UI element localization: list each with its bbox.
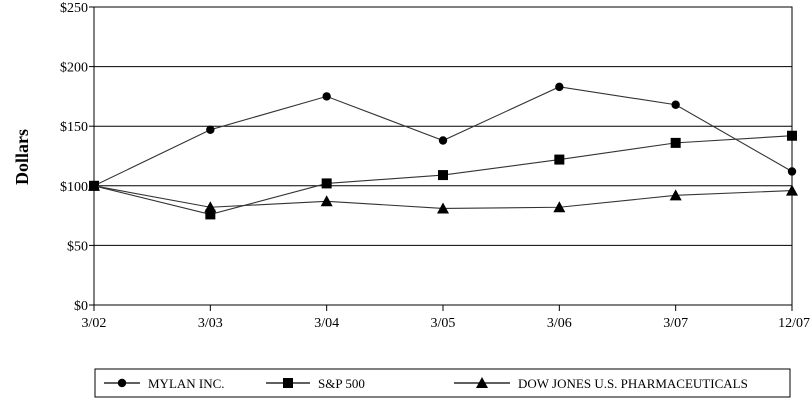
data-point <box>554 154 565 165</box>
grid-lines <box>94 66 792 246</box>
legend-label: DOW JONES U.S. PHARMACEUTICALS <box>518 376 748 391</box>
data-point <box>320 195 333 207</box>
x-tick-label: 3/02 <box>82 316 107 331</box>
series-group <box>88 82 798 220</box>
data-point <box>322 92 331 101</box>
y-tick-label: $100 <box>60 180 88 195</box>
data-point <box>671 100 680 109</box>
legend-marker <box>283 378 293 388</box>
data-point <box>786 184 798 196</box>
y-tick-label: $150 <box>60 120 88 135</box>
x-tick-label: 3/06 <box>547 316 572 331</box>
x-tick-label: 3/03 <box>198 316 223 331</box>
data-point <box>553 201 566 213</box>
data-point <box>438 170 448 181</box>
x-tick-labels: 3/02 3/03 3/04 3/05 3/06 3/07 12/07 <box>82 316 810 331</box>
data-point <box>670 137 681 148</box>
x-tick-label: 3/07 <box>663 316 688 331</box>
data-point <box>204 201 217 213</box>
y-tick-label: $200 <box>60 61 88 76</box>
data-point <box>205 209 216 220</box>
plot-frame <box>93 6 793 306</box>
data-point <box>438 136 448 145</box>
legend: MYLAN INC. S&P 500 DOW JONES U.S. PHARMACE… <box>94 368 791 398</box>
legend-marker <box>476 377 488 388</box>
x-tick-label: 3/05 <box>431 316 456 331</box>
data-point <box>206 125 215 134</box>
legend-item: MYLAN INC. <box>104 376 225 391</box>
y-tick-label: $250 <box>60 1 88 16</box>
legend-item: DOW JONES U.S. PHARMACEUTICALS <box>454 376 748 391</box>
x-tick-label: 12/07 <box>778 316 810 331</box>
y-tick-label: $50 <box>67 239 88 254</box>
data-point <box>321 178 332 189</box>
x-tick-label: 3/04 <box>314 316 339 331</box>
axes <box>89 6 793 311</box>
data-point <box>787 130 797 141</box>
y-tick-label: $0 <box>74 299 88 314</box>
legend-label: S&P 500 <box>318 376 365 391</box>
legend-item: S&P 500 <box>266 376 365 391</box>
legend-label: MYLAN INC. <box>148 376 225 391</box>
y-axis-label: Dollars <box>12 129 32 185</box>
data-point <box>669 189 682 201</box>
data-point <box>787 167 797 176</box>
data-point <box>555 82 564 92</box>
data-point <box>437 202 449 214</box>
data-point <box>88 179 100 191</box>
y-tick-labels: $0 $50 $100 $150 $200 $250 <box>60 1 88 314</box>
legend-marker <box>117 378 127 388</box>
legend-box <box>94 368 791 398</box>
series-triangle <box>88 179 798 214</box>
